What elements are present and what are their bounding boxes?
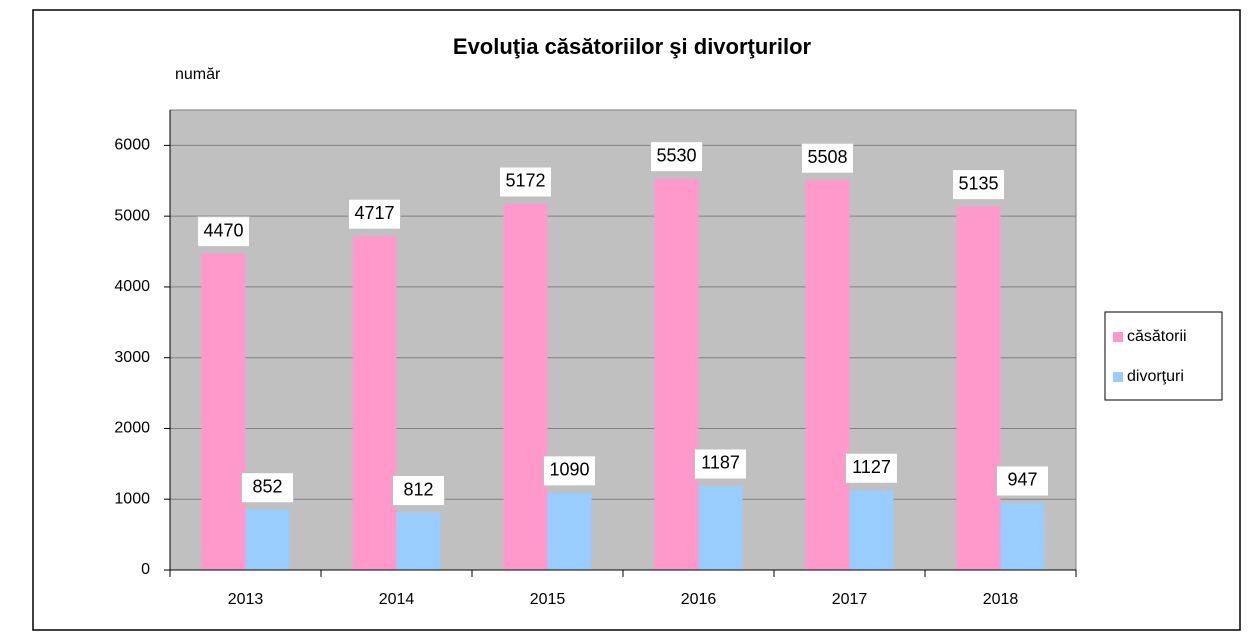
- bar: [396, 512, 441, 570]
- x-tick-label: 2013: [228, 591, 264, 608]
- bar: [956, 206, 1001, 570]
- data-label-box: [650, 141, 703, 173]
- data-label: 1187: [701, 453, 740, 473]
- legend-box: [1104, 311, 1223, 401]
- y-tick-label: 2000: [114, 420, 150, 437]
- y-tick-label: 5000: [114, 207, 150, 224]
- bar: [245, 509, 290, 570]
- data-label-box: [801, 142, 854, 174]
- data-label: 1090: [549, 460, 589, 480]
- legend-swatch: [1113, 372, 1123, 382]
- y-tick-label: 1000: [114, 490, 150, 507]
- data-label-box: [694, 448, 747, 480]
- data-label: 812: [403, 479, 433, 499]
- y-tick-label: 0: [141, 561, 150, 578]
- data-label: 947: [1007, 470, 1037, 490]
- bar: [547, 492, 592, 570]
- x-tick-label: 2017: [832, 591, 868, 608]
- y-tick-label: 3000: [114, 349, 150, 366]
- bar: [805, 180, 850, 571]
- bar: [1000, 502, 1045, 570]
- y-tick-label: 6000: [114, 137, 150, 154]
- data-label: 5135: [958, 173, 998, 193]
- bar: [201, 253, 246, 570]
- x-tick-label: 2016: [681, 591, 717, 608]
- data-label: 5172: [505, 171, 545, 191]
- data-label: 852: [252, 476, 282, 496]
- x-tick-label: 2018: [983, 591, 1019, 608]
- legend-swatch: [1113, 332, 1123, 342]
- y-tick-label: 4000: [114, 278, 150, 295]
- data-label: 5508: [807, 147, 847, 167]
- bar: [698, 485, 743, 570]
- legend-label: căsătorii: [1127, 328, 1187, 345]
- bar: [849, 490, 894, 570]
- y-axis-label: număr: [175, 66, 221, 83]
- data-label: 1127: [852, 457, 891, 477]
- data-label: 4470: [203, 220, 243, 240]
- data-label-box: [348, 198, 401, 230]
- data-label-box: [197, 216, 250, 248]
- data-label-box: [499, 166, 552, 198]
- data-label-box: [952, 169, 1005, 201]
- bar: [352, 236, 397, 571]
- data-label-box: [845, 452, 898, 484]
- chart-title: Evoluţia căsătoriilor şi divorţurilor: [453, 34, 812, 59]
- legend-label: divorţuri: [1127, 368, 1184, 385]
- data-label: 4717: [354, 203, 394, 223]
- data-label-box: [543, 455, 596, 487]
- data-label-box: [392, 475, 445, 507]
- x-tick-label: 2015: [530, 591, 566, 608]
- x-tick-label: 2014: [379, 591, 415, 608]
- plot-area: [169, 109, 1077, 571]
- data-label-box: [241, 472, 294, 504]
- data-label-box: [996, 465, 1049, 497]
- data-label: 5530: [656, 145, 696, 165]
- bar: [654, 178, 699, 570]
- bar: [503, 203, 548, 570]
